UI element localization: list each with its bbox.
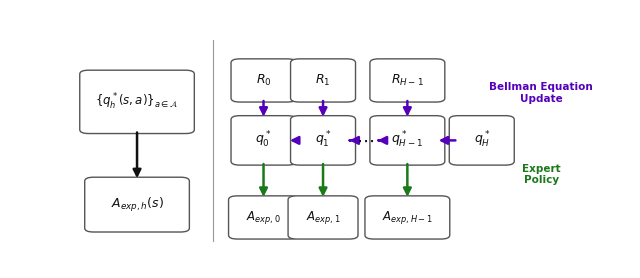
FancyBboxPatch shape <box>291 116 356 165</box>
Text: $q_{H-1}^*$: $q_{H-1}^*$ <box>392 130 423 150</box>
Text: $A_{exp,1}$: $A_{exp,1}$ <box>306 209 340 226</box>
FancyBboxPatch shape <box>365 196 450 239</box>
FancyBboxPatch shape <box>231 59 296 102</box>
Text: Expert
Policy: Expert Policy <box>522 164 561 185</box>
FancyBboxPatch shape <box>84 177 189 232</box>
Text: $q_0^*$: $q_0^*$ <box>255 130 272 150</box>
Text: $R_{H-1}$: $R_{H-1}$ <box>391 73 424 88</box>
Text: $q_H^*$: $q_H^*$ <box>474 130 490 150</box>
Text: $q_1^*$: $q_1^*$ <box>315 130 332 150</box>
Text: $R_0$: $R_0$ <box>255 73 271 88</box>
Text: $A_{exp,h}(s)$: $A_{exp,h}(s)$ <box>111 196 163 214</box>
FancyBboxPatch shape <box>80 70 195 133</box>
FancyBboxPatch shape <box>370 116 445 165</box>
FancyBboxPatch shape <box>449 116 515 165</box>
Text: $A_{exp,0}$: $A_{exp,0}$ <box>246 209 281 226</box>
FancyBboxPatch shape <box>291 59 356 102</box>
Text: $\cdots$: $\cdots$ <box>356 131 374 149</box>
Text: Bellman Equation
Update: Bellman Equation Update <box>490 83 593 104</box>
Text: $R_1$: $R_1$ <box>316 73 331 88</box>
FancyBboxPatch shape <box>231 116 296 165</box>
Text: $\{q_h^*(s,a)\}_{a\in\mathcal{A}}$: $\{q_h^*(s,a)\}_{a\in\mathcal{A}}$ <box>95 92 179 112</box>
FancyBboxPatch shape <box>228 196 298 239</box>
FancyBboxPatch shape <box>370 59 445 102</box>
FancyBboxPatch shape <box>288 196 358 239</box>
Text: $A_{exp,H-1}$: $A_{exp,H-1}$ <box>382 209 433 226</box>
